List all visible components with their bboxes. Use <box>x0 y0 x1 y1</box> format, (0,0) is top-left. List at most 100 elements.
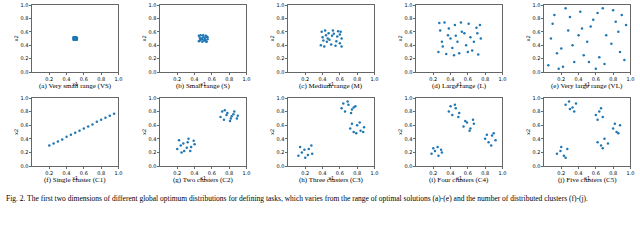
svg-text:0.8: 0.8 <box>97 76 105 82</box>
svg-text:0.4: 0.4 <box>404 136 412 142</box>
svg-text:0.6: 0.6 <box>464 170 472 176</box>
svg-text:1.0: 1.0 <box>626 76 634 82</box>
svg-text:0.4: 0.4 <box>20 136 28 142</box>
svg-text:0.0: 0.0 <box>276 69 284 75</box>
svg-text:0.6: 0.6 <box>20 122 28 128</box>
svg-text:1.0: 1.0 <box>148 95 156 101</box>
svg-text:0.6: 0.6 <box>464 76 472 82</box>
svg-text:x2: x2 <box>397 35 403 41</box>
svg-text:0.8: 0.8 <box>404 108 412 114</box>
svg-text:0.6: 0.6 <box>276 122 284 128</box>
svg-text:0.6: 0.6 <box>80 76 88 82</box>
svg-text:0.6: 0.6 <box>208 170 216 176</box>
svg-text:1.0: 1.0 <box>242 76 250 82</box>
svg-text:1.0: 1.0 <box>498 170 506 176</box>
svg-text:1.0: 1.0 <box>276 2 284 8</box>
svg-text:x2: x2 <box>13 35 19 41</box>
svg-text:0.2: 0.2 <box>557 170 565 176</box>
svg-text:0.8: 0.8 <box>225 170 233 176</box>
svg-text:x1: x1 <box>328 81 334 87</box>
svg-text:0.2: 0.2 <box>276 149 284 155</box>
svg-text:0.8: 0.8 <box>276 15 284 21</box>
svg-text:0.4: 0.4 <box>447 76 455 82</box>
svg-text:0.6: 0.6 <box>148 122 156 128</box>
svg-text:0.6: 0.6 <box>336 170 344 176</box>
svg-text:1.0: 1.0 <box>114 76 122 82</box>
svg-text:0.6: 0.6 <box>404 29 412 35</box>
svg-text:0.4: 0.4 <box>319 170 327 176</box>
svg-text:(f) Single cluster (C1): (f) Single cluster (C1) <box>44 176 106 184</box>
svg-text:(b) Small range (S): (b) Small range (S) <box>176 82 231 90</box>
svg-text:0.6: 0.6 <box>404 122 412 128</box>
svg-text:x2: x2 <box>141 35 147 41</box>
svg-text:0.4: 0.4 <box>575 76 583 82</box>
svg-text:0.0: 0.0 <box>20 163 28 169</box>
svg-text:x2: x2 <box>269 35 275 41</box>
svg-text:0.6: 0.6 <box>80 170 88 176</box>
svg-text:0.4: 0.4 <box>191 170 199 176</box>
svg-text:0.2: 0.2 <box>429 76 437 82</box>
svg-text:x2: x2 <box>141 129 147 135</box>
svg-text:0.8: 0.8 <box>609 76 617 82</box>
svg-text:0.4: 0.4 <box>447 170 455 176</box>
svg-text:0.2: 0.2 <box>148 149 156 155</box>
svg-text:0.4: 0.4 <box>532 136 540 142</box>
svg-text:0.2: 0.2 <box>276 55 284 61</box>
svg-text:(d) Large range (L): (d) Large range (L) <box>432 82 487 90</box>
svg-text:0.6: 0.6 <box>276 29 284 35</box>
svg-text:1.0: 1.0 <box>242 170 250 176</box>
svg-text:x1: x1 <box>72 81 78 87</box>
svg-text:0.8: 0.8 <box>609 170 617 176</box>
svg-text:0.2: 0.2 <box>557 76 565 82</box>
svg-text:1.0: 1.0 <box>20 2 28 8</box>
svg-text:0.8: 0.8 <box>481 76 489 82</box>
svg-text:1.0: 1.0 <box>276 95 284 101</box>
svg-text:0.8: 0.8 <box>481 170 489 176</box>
svg-text:1.0: 1.0 <box>148 2 156 8</box>
svg-text:0.8: 0.8 <box>276 108 284 114</box>
svg-text:(e) Very large range (VL): (e) Very large range (VL) <box>551 82 623 90</box>
svg-text:1.0: 1.0 <box>532 2 540 8</box>
svg-text:x2: x2 <box>525 35 531 41</box>
svg-text:1.0: 1.0 <box>20 95 28 101</box>
svg-text:0.2: 0.2 <box>173 170 181 176</box>
svg-text:0.4: 0.4 <box>148 136 156 142</box>
svg-text:0.2: 0.2 <box>429 170 437 176</box>
svg-text:0.6: 0.6 <box>532 122 540 128</box>
svg-text:1.0: 1.0 <box>532 95 540 101</box>
svg-text:0.6: 0.6 <box>20 29 28 35</box>
svg-text:1.0: 1.0 <box>114 170 122 176</box>
svg-text:1.0: 1.0 <box>370 76 378 82</box>
svg-text:0.8: 0.8 <box>225 76 233 82</box>
svg-text:0.0: 0.0 <box>532 163 540 169</box>
svg-text:x1: x1 <box>72 175 78 181</box>
svg-text:x1: x1 <box>584 81 590 87</box>
svg-text:1.0: 1.0 <box>404 2 412 8</box>
svg-text:0.6: 0.6 <box>532 29 540 35</box>
svg-text:0.0: 0.0 <box>20 69 28 75</box>
svg-text:1.0: 1.0 <box>498 76 506 82</box>
svg-text:0.4: 0.4 <box>148 42 156 48</box>
svg-text:0.0: 0.0 <box>148 69 156 75</box>
svg-text:x2: x2 <box>397 129 403 135</box>
svg-text:0.4: 0.4 <box>276 136 284 142</box>
svg-text:0.6: 0.6 <box>148 29 156 35</box>
svg-text:0.6: 0.6 <box>336 76 344 82</box>
svg-text:0.8: 0.8 <box>148 108 156 114</box>
svg-text:0.2: 0.2 <box>532 149 540 155</box>
svg-text:0.2: 0.2 <box>173 76 181 82</box>
svg-text:0.4: 0.4 <box>319 76 327 82</box>
svg-text:0.4: 0.4 <box>63 76 71 82</box>
svg-text:0.0: 0.0 <box>404 163 412 169</box>
svg-text:x1: x1 <box>200 175 206 181</box>
svg-text:x1: x1 <box>456 81 462 87</box>
svg-text:0.2: 0.2 <box>532 55 540 61</box>
svg-text:0.8: 0.8 <box>353 76 361 82</box>
svg-text:0.2: 0.2 <box>20 55 28 61</box>
svg-text:0.6: 0.6 <box>592 170 600 176</box>
svg-text:0.0: 0.0 <box>276 163 284 169</box>
svg-text:0.0: 0.0 <box>148 163 156 169</box>
svg-text:x1: x1 <box>328 175 334 181</box>
svg-text:0.0: 0.0 <box>404 69 412 75</box>
svg-text:(c) Medium range (M): (c) Medium range (M) <box>299 82 363 90</box>
